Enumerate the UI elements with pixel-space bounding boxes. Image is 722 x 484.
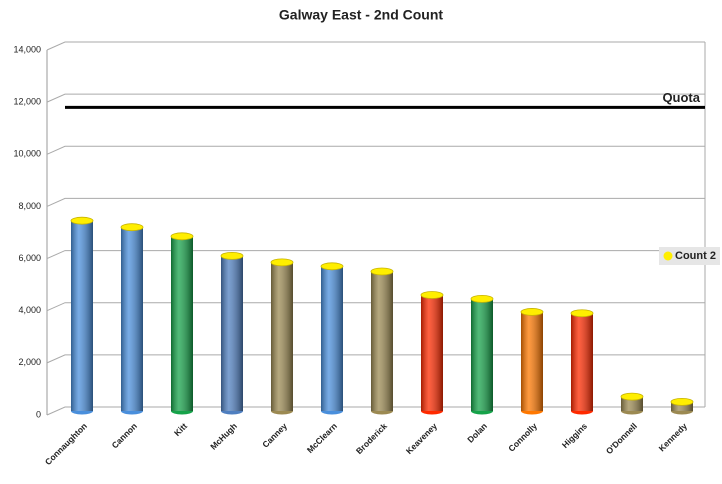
- bar-top: [320, 262, 344, 271]
- bar-top: [270, 258, 294, 267]
- bar-shade: [371, 271, 393, 411]
- grid-line: [46, 250, 705, 260]
- y-tick-label: 4,000: [18, 305, 41, 315]
- x-tick-label: Cannon: [110, 421, 139, 450]
- bar-shade: [321, 266, 343, 411]
- y-tick-label: 6,000: [18, 253, 41, 263]
- x-tick-label: Broderick: [354, 421, 389, 456]
- bar-top: [370, 267, 394, 276]
- bar-shade: [171, 236, 193, 411]
- bar-shade: [271, 262, 293, 411]
- y-tick-label: 12,000: [13, 97, 41, 107]
- bar-top: [620, 392, 644, 401]
- y-tick-label: 14,000: [13, 44, 41, 54]
- x-tick-label: McClearn: [305, 421, 339, 455]
- bar-shade: [621, 396, 643, 411]
- bar-shade: [121, 227, 143, 411]
- y-tick-label: 8,000: [18, 201, 41, 211]
- grid-line: [46, 145, 705, 155]
- legend-label: Count 2: [675, 250, 716, 262]
- bar-shade: [421, 294, 443, 411]
- y-tick-label: 10,000: [13, 149, 41, 159]
- bar-top: [70, 216, 94, 225]
- x-tick-label: McHugh: [208, 421, 239, 452]
- bar-shade: [671, 401, 693, 411]
- bar-shade: [571, 313, 593, 411]
- legend-marker: [663, 251, 673, 261]
- x-tick-label: Higgins: [560, 421, 589, 450]
- grid-line: [46, 41, 705, 51]
- grid-line: [46, 197, 705, 207]
- chart-title: Galway East - 2nd Count: [279, 7, 443, 23]
- bar-top: [670, 397, 694, 406]
- bar-shade: [221, 255, 243, 411]
- y-tick-label: 2,000: [18, 357, 41, 367]
- bar-top: [570, 309, 594, 318]
- y-tick-label: 0: [36, 409, 41, 419]
- x-tick-label: Connolly: [506, 421, 539, 454]
- x-tick-label: Kitt: [172, 421, 189, 438]
- grid-line: [46, 93, 705, 103]
- bar-top: [220, 251, 244, 260]
- bar-top: [170, 232, 194, 241]
- bar-shade: [471, 298, 493, 411]
- quota-label: Quota: [662, 90, 700, 105]
- bar-shade: [71, 220, 93, 411]
- legend-box: [659, 247, 720, 265]
- bar-top: [120, 223, 144, 232]
- bar-top: [520, 308, 544, 316]
- x-tick-label: O'Donnell: [604, 421, 639, 456]
- bar-top: [470, 294, 494, 303]
- x-tick-label: Connaughton: [43, 421, 89, 467]
- x-tick-label: Kennedy: [657, 421, 690, 454]
- x-tick-label: Dolan: [465, 421, 489, 445]
- x-tick-label: Canney: [260, 421, 289, 450]
- bar-shade: [521, 311, 543, 411]
- bar-top: [420, 291, 444, 299]
- x-tick-label: Keaveney: [404, 421, 439, 456]
